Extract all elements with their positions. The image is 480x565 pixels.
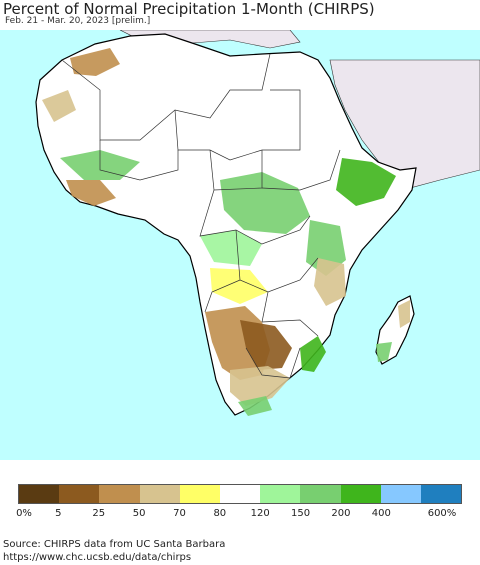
legend-tick-label: 5	[55, 508, 62, 519]
wet-patch-central	[220, 172, 310, 234]
legend-swatch	[139, 485, 180, 503]
dry-patch-south-africa	[230, 366, 290, 406]
precipitation-map	[0, 30, 480, 460]
wet-patch-horn	[336, 158, 396, 206]
map-title: Percent of Normal Precipitation 1-Month …	[3, 0, 375, 18]
country-borders	[61, 53, 341, 379]
legend-swatch	[340, 485, 381, 503]
legend-ticks: 0% 5 25 50 70 80 120 150 200 400 600%	[0, 508, 480, 522]
legend-swatch	[380, 485, 421, 503]
dry-patch-maghreb	[70, 48, 120, 76]
dry-patch-botswana	[240, 320, 292, 370]
anomaly-patches	[42, 48, 410, 416]
dry-patch-tanzania	[314, 258, 346, 306]
legend-tick-label: 200	[331, 508, 351, 519]
wet-patch-congo	[200, 230, 262, 266]
wet-patch-mozambique	[300, 336, 326, 372]
color-legend	[18, 484, 462, 504]
legend-tick-label: 25	[92, 508, 106, 519]
legend-swatch	[59, 485, 100, 503]
legend-tick-label: 0%	[16, 508, 32, 519]
legend-tick-label: 70	[173, 508, 186, 519]
map-subtitle: Feb. 21 - Mar. 20, 2023 [prelim.]	[5, 16, 151, 26]
africa-land	[35, 33, 417, 416]
legend-swatch	[420, 485, 462, 503]
legend-tick-label: 150	[290, 508, 311, 519]
legend-swatch	[179, 485, 220, 503]
source-line-2: https://www.chc.ucsb.edu/data/chirps	[3, 552, 192, 563]
dry-patch-madagascar	[398, 300, 410, 328]
wet-patch-madagascar	[376, 342, 392, 362]
legend-swatch	[219, 485, 261, 503]
legend-tick-label: 80	[213, 508, 227, 519]
legend-tick-label: 120	[250, 508, 270, 519]
source-credit: Source: CHIRPS data from UC Santa Barbar…	[3, 538, 225, 564]
legend-swatch	[300, 485, 341, 503]
legend-swatch	[260, 485, 301, 503]
legend-tick-label: 50	[132, 508, 146, 519]
dry-patch-west-sahara	[42, 90, 76, 122]
dry-patch-guinea	[66, 180, 116, 206]
dry-patch-angola	[210, 268, 268, 304]
wet-patch-east	[306, 220, 346, 276]
source-line-1: Source: CHIRPS data from UC Santa Barbar…	[3, 539, 226, 550]
legend-tick-label: 600%	[427, 508, 457, 519]
legend-swatch	[19, 485, 60, 503]
wet-patch-south-coast	[238, 396, 272, 416]
legend-swatch	[99, 485, 140, 503]
legend-tick-label: 400	[371, 508, 391, 519]
